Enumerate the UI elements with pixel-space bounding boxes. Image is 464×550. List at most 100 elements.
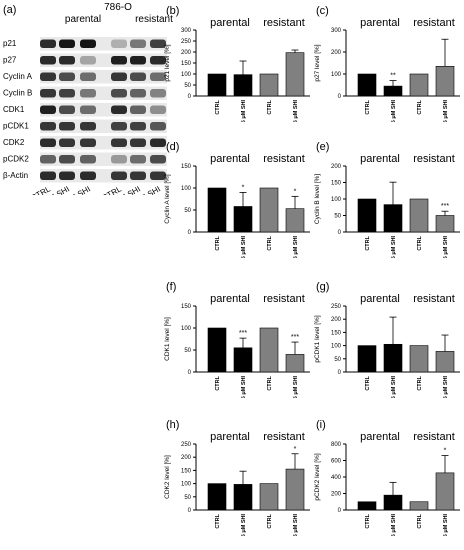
blot-band xyxy=(80,89,96,98)
y-axis-label: CDK2 level [%] xyxy=(164,455,171,499)
bar xyxy=(435,351,455,373)
blot-band xyxy=(130,171,146,180)
y-tick-label: 0 xyxy=(188,508,192,514)
x-tick-label: 1.5 μM SHI xyxy=(241,100,247,122)
bar xyxy=(207,73,227,97)
chart-pcdk2: (i) parental resistant 0 200 400 600 800 pCDK2 l… xyxy=(310,416,464,542)
y-tick-label: 50 xyxy=(184,83,191,89)
blot-band xyxy=(130,105,146,114)
group-label-resistant: resistant xyxy=(263,293,305,305)
x-tick-label: 1.5 μM SHI xyxy=(391,100,397,122)
blot-band xyxy=(80,138,96,147)
blot-protein-label-pcdk2: pCDK2 xyxy=(3,155,29,164)
significance-marker: * xyxy=(294,188,297,195)
group-label-resistant: resistant xyxy=(413,153,455,165)
y-tick-label: 100 xyxy=(331,344,342,350)
blot-band xyxy=(80,122,96,131)
blot-protein-label-cyclin-a: Cyclin A xyxy=(3,72,33,81)
y-tick-label: 200 xyxy=(331,164,342,170)
panel-label: (h) xyxy=(166,419,179,431)
blot-lane-label: CTRL xyxy=(29,184,52,195)
blot-band xyxy=(59,89,75,98)
blot-band xyxy=(150,171,166,180)
blot-band xyxy=(40,155,56,164)
blot-band xyxy=(150,89,166,98)
blot-band xyxy=(80,105,96,114)
y-tick-label: 0 xyxy=(338,508,342,514)
blot-band xyxy=(59,171,75,180)
x-tick-label: 1.5 μM SHI xyxy=(443,514,449,536)
x-tick-label: CTRL xyxy=(215,513,221,528)
x-tick-label: CTRL xyxy=(267,513,273,528)
y-tick-label: 100 xyxy=(331,72,342,78)
blot-rows: p21 p27 Cyclin A Cyclin B CDK1 pCDK1 CDK2 pCDK2… xyxy=(3,37,167,183)
y-tick-label: 0 xyxy=(338,370,342,376)
significance-marker: *** xyxy=(441,203,449,210)
y-tick-label: 200 xyxy=(181,50,192,56)
blot-band xyxy=(130,122,146,131)
y-tick-label: 150 xyxy=(181,164,192,170)
bar xyxy=(233,74,253,97)
blot-band xyxy=(150,105,166,114)
x-tick-label: CTRL xyxy=(215,375,221,390)
chart-cdk1: (f) parental resistant 0 50 100 150 CDK1 level … xyxy=(160,278,315,404)
bar xyxy=(435,66,455,97)
blot-band xyxy=(111,105,127,114)
bar xyxy=(409,345,429,373)
x-tick-label: CTRL xyxy=(417,99,423,114)
blot-band xyxy=(40,56,56,65)
panel-label: (i) xyxy=(316,419,326,431)
group-label-parental: parental xyxy=(210,153,250,165)
group-label-parental: parental xyxy=(360,431,400,443)
blot-band xyxy=(111,155,127,164)
panel-label: (c) xyxy=(316,5,329,17)
bar xyxy=(357,345,377,373)
significance-marker: * xyxy=(444,448,447,455)
y-tick-label: 100 xyxy=(331,197,342,203)
blot-band xyxy=(111,89,127,98)
blot-band xyxy=(40,171,56,180)
cell-line-label: 786-O xyxy=(104,2,132,13)
bar xyxy=(285,208,305,233)
bar xyxy=(285,52,305,97)
blot-band xyxy=(40,72,56,81)
bar xyxy=(409,198,429,233)
y-tick-label: 100 xyxy=(181,186,192,192)
group-label-parental: parental xyxy=(360,293,400,305)
x-tick-label: CTRL xyxy=(365,375,371,390)
x-tick-label: 1.5 μM SHI xyxy=(241,376,247,398)
blot-band xyxy=(59,122,75,131)
chart-p27: (c) parental resistant 0 100 200 300 p27 level … xyxy=(310,2,464,128)
blot-band xyxy=(40,89,56,98)
group-label-resistant: resistant xyxy=(413,293,455,305)
blot-band xyxy=(80,171,96,180)
blot-group-label-resistant: resistant xyxy=(135,14,173,25)
y-tick-label: 100 xyxy=(181,326,192,332)
blot-band xyxy=(150,56,166,65)
blot-band xyxy=(150,138,166,147)
bar xyxy=(409,501,429,511)
y-tick-label: 50 xyxy=(334,357,341,363)
chart-pcdk1: (g) parental resistant 0 50 100 150 200 250 pCDK1… xyxy=(310,278,464,404)
y-axis-label: p21 level [%] xyxy=(164,44,171,81)
x-tick-label: CTRL xyxy=(267,375,273,390)
blot-band xyxy=(59,39,75,48)
y-tick-label: 50 xyxy=(184,348,191,354)
blot-protein-label-p27: p27 xyxy=(3,56,17,65)
panel-label: (g) xyxy=(316,281,329,293)
chart-cyclin-b: (e) parental resistant 0 50 100 150 200 Cyclin B… xyxy=(310,138,464,264)
bar xyxy=(383,343,403,373)
x-tick-label: 1.5 μM SHI xyxy=(391,236,397,258)
x-tick-label: CTRL xyxy=(417,235,423,250)
blot-band xyxy=(150,39,166,48)
x-tick-label: CTRL xyxy=(417,375,423,390)
y-tick-label: 250 xyxy=(181,442,192,448)
blot-band xyxy=(59,105,75,114)
blot-band xyxy=(150,72,166,81)
blot-band xyxy=(40,138,56,147)
blot-protein-label-cdk1: CDK1 xyxy=(3,105,25,114)
blot-band xyxy=(111,122,127,131)
blot-protein-label-p21: p21 xyxy=(3,39,17,48)
group-label-resistant: resistant xyxy=(263,17,305,29)
